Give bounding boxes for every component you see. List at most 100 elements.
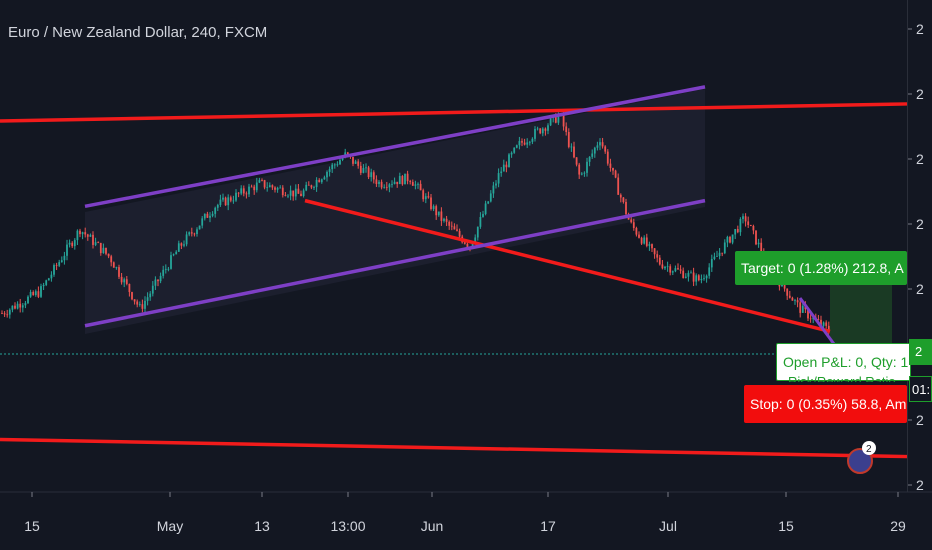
candle-body — [32, 291, 35, 296]
x-tick-label: Jun — [421, 518, 444, 534]
candle-body — [300, 193, 302, 196]
current-price-tag: 2 — [909, 339, 932, 365]
candle-body — [656, 254, 659, 258]
candle-body — [115, 267, 118, 268]
candle-body — [326, 171, 328, 178]
candle-body — [567, 132, 570, 147]
candle-body — [339, 159, 341, 165]
candle-body — [71, 242, 74, 247]
candle-body — [729, 236, 731, 243]
candle-body — [144, 300, 146, 309]
candle-body — [391, 183, 393, 185]
candle-body — [474, 237, 477, 244]
candle-body — [744, 216, 747, 222]
candle-body — [677, 268, 679, 270]
candle-body — [266, 187, 269, 188]
candle-body — [411, 182, 414, 186]
candle-body — [430, 197, 432, 210]
bar-countdown-tag: 01: — [909, 376, 932, 402]
candle-body — [820, 319, 822, 326]
candle-body — [619, 194, 622, 198]
candle-body — [380, 181, 383, 188]
candle-body — [14, 305, 16, 309]
candle-body — [492, 185, 495, 194]
candle-body — [786, 288, 789, 296]
candle-body — [586, 161, 588, 173]
candle-body — [287, 195, 289, 197]
candle-body — [422, 190, 425, 200]
avatar[interactable]: 2 — [846, 440, 876, 476]
candle-body — [253, 186, 256, 191]
candle-body — [703, 278, 705, 280]
candle-body — [383, 186, 386, 188]
candle-body — [112, 262, 115, 268]
trendline[interactable] — [0, 102, 908, 123]
candle-body — [313, 187, 315, 188]
candle-body — [539, 128, 542, 134]
candle-body — [227, 197, 230, 206]
candle-body — [346, 152, 349, 156]
candle-body — [510, 152, 513, 155]
candle-body — [388, 184, 391, 188]
trendline[interactable] — [304, 198, 831, 334]
candle-body — [393, 181, 396, 184]
candle-body — [175, 251, 178, 255]
candle-body — [263, 180, 266, 188]
risk-reward-label: Risk/Reward Ratio — [788, 374, 896, 382]
trendline[interactable] — [0, 437, 908, 459]
candle-body — [224, 197, 227, 206]
candle-body — [809, 318, 812, 320]
candle-body — [375, 179, 378, 185]
candle-body — [406, 173, 409, 182]
candle-body — [76, 230, 79, 241]
candle-body — [448, 221, 451, 226]
candle-body — [27, 296, 29, 304]
candle-body — [601, 142, 604, 147]
candle-body — [255, 182, 258, 191]
candle-body — [536, 128, 539, 130]
candle-body — [482, 214, 484, 218]
candle-body — [211, 213, 214, 216]
candle-body — [378, 181, 380, 185]
candle-body — [157, 279, 159, 282]
channel-small[interactable] — [798, 297, 836, 345]
candle-body — [638, 234, 640, 238]
candle-body — [11, 305, 14, 310]
candle-body — [593, 147, 596, 154]
candle-body — [45, 280, 48, 285]
candle-body — [739, 219, 742, 233]
candle-body — [640, 237, 643, 244]
candle-body — [149, 293, 152, 298]
candle-body — [651, 244, 653, 249]
candle-body — [331, 164, 334, 170]
channel-lower[interactable] — [84, 198, 706, 328]
chart-title: Euro / New Zealand Dollar, 240, FXCM — [8, 24, 268, 41]
candle-body — [333, 164, 336, 166]
candle-body — [125, 279, 128, 284]
candle-body — [796, 300, 799, 303]
candle-body — [136, 301, 139, 305]
candle-body — [279, 187, 282, 189]
target-label[interactable]: Target: 0 (1.28%) 212.8, A — [735, 251, 907, 285]
candle-body — [747, 221, 750, 225]
candle-body — [734, 229, 737, 235]
candle-body — [63, 255, 66, 261]
candle-body — [443, 218, 445, 221]
candle-body — [755, 230, 757, 245]
candle-body — [484, 203, 487, 215]
time-axis[interactable]: 15 May 13 13:00 Jun 17 Jul 15 29 — [24, 492, 906, 534]
candle-body — [40, 286, 42, 297]
channel-upper[interactable] — [84, 85, 706, 209]
candle-body — [414, 184, 417, 186]
candle-body — [271, 185, 274, 188]
candle-body — [133, 299, 136, 302]
candle-body — [281, 187, 284, 196]
candle-body — [310, 185, 313, 188]
x-tick-label: Jul — [659, 518, 677, 534]
candle-body — [320, 179, 323, 183]
candle-body — [674, 268, 677, 272]
open-pnl-label[interactable]: Open P&L: 0, Qty: 1 — [776, 343, 911, 381]
candle-body — [222, 197, 224, 200]
candle-body — [97, 242, 100, 244]
stop-label[interactable]: Stop: 0 (0.35%) 58.8, Am — [744, 385, 907, 423]
